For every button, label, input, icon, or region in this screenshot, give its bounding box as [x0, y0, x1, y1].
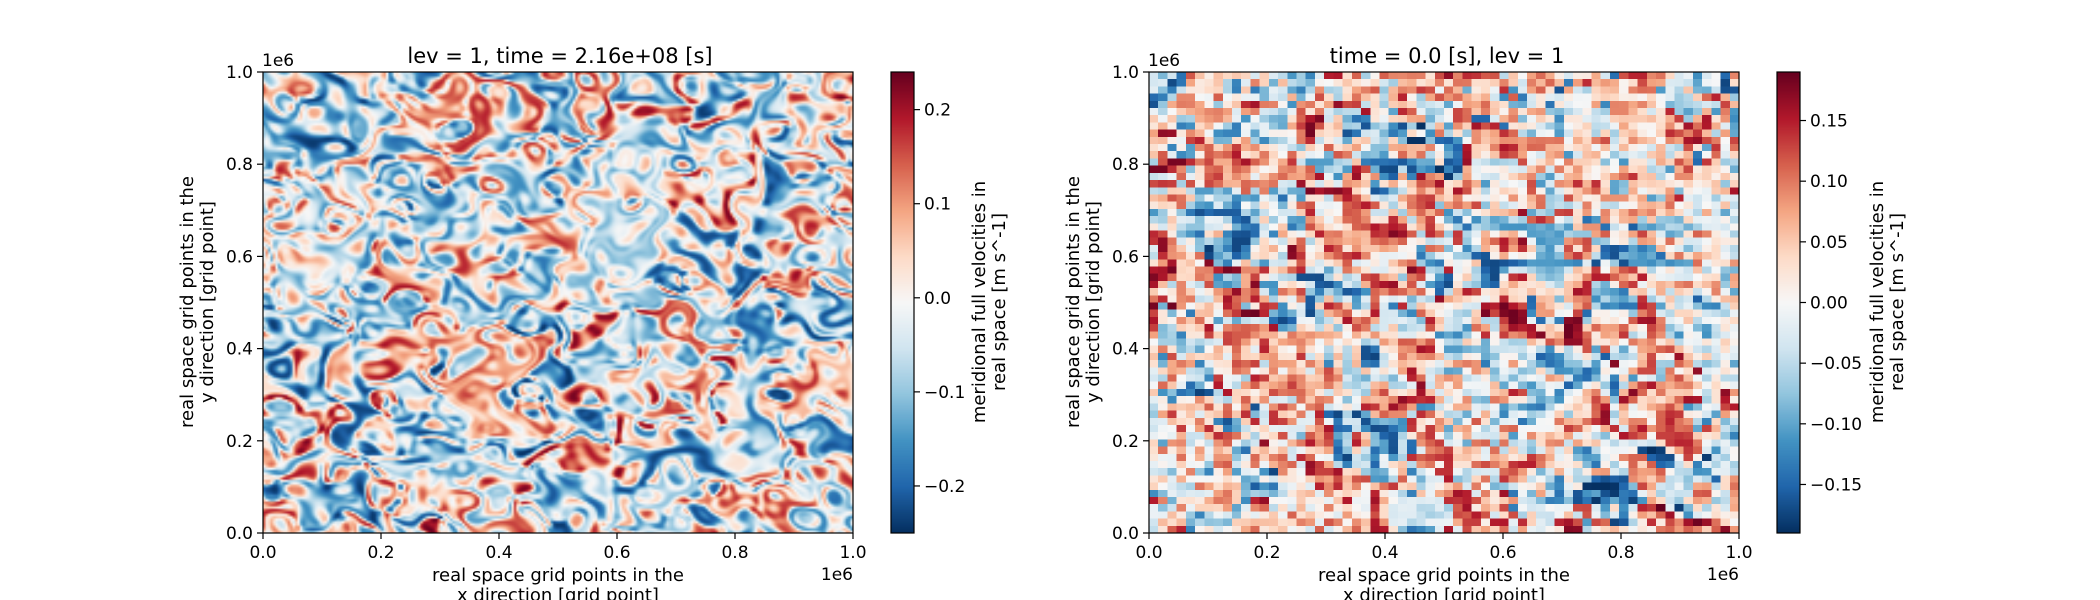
- right-colorbar-tick-label: 0.15: [1810, 112, 1848, 132]
- right-y-tick-label: 0.6: [1112, 247, 1139, 267]
- right-x-offset-label: 1e6: [1707, 565, 1739, 585]
- left-x-tick-label: 0.4: [485, 543, 512, 563]
- right-colorbar-tick-label: 0.05: [1810, 233, 1848, 253]
- left-colorbar-frame: [890, 71, 915, 534]
- left-y-axis: 0.0 0.2 0.4 0.6 0.8 1.0: [226, 63, 263, 544]
- right-y-tick-label: 0.4: [1112, 340, 1139, 360]
- left-y-axis-label-line2: y direction [grid point]: [197, 201, 218, 403]
- right-colorbar-image: [1777, 72, 1800, 533]
- right-colorbar-ticks: −0.15 −0.10 −0.05 0.00 0.05 0.10 0.15: [1800, 112, 1862, 495]
- left-colorbar-tick-label: 0.2: [924, 101, 951, 121]
- right-x-tick-label: 0.8: [1607, 543, 1634, 563]
- left-colorbar-image: [891, 72, 914, 533]
- left-y-tick-label: 0.2: [226, 432, 253, 452]
- left-plot-frame: [262, 71, 854, 534]
- right-y-axis: 0.0 0.2 0.4 0.6 0.8 1.0: [1112, 63, 1149, 544]
- left-heatmap: [263, 72, 853, 533]
- right-heatmap: [1149, 72, 1739, 533]
- left-x-tick-label: 0.8: [721, 543, 748, 563]
- right-colorbar: −0.15 −0.10 −0.05 0.00 0.05 0.10 0.15 meridion…: [1776, 71, 1908, 534]
- left-colorbar: −0.2 −0.1 0.0 0.1 0.2 meridional full veloci…: [890, 71, 1010, 534]
- right-colorbar-tick-label: 0.00: [1810, 294, 1848, 314]
- left-x-axis: 0.0 0.2 0.4 0.6 0.8 1.0: [249, 533, 867, 563]
- left-y-axis-label-line1: real space grid points in the: [177, 176, 198, 428]
- right-panel: time = 0.0 [s], lev = 1 1e6 0.0 0.2 0.4 0.6…: [1063, 44, 1908, 600]
- left-y-tick-label: 1.0: [226, 63, 253, 83]
- right-colorbar-label-line1: meridional full velocities in: [1867, 181, 1888, 423]
- left-y-offset-label: 1e6: [262, 51, 294, 71]
- left-x-offset-label: 1e6: [821, 565, 853, 585]
- right-x-axis-label-line2: x direction [grid point]: [1343, 585, 1545, 600]
- right-colorbar-tick-label: −0.15: [1810, 475, 1862, 495]
- right-plot-frame: [1148, 71, 1740, 534]
- right-colorbar-tick-label: 0.10: [1810, 172, 1848, 192]
- right-x-tick-label: 0.4: [1371, 543, 1398, 563]
- right-y-axis-label-line2: y direction [grid point]: [1083, 201, 1104, 403]
- right-y-axis-label-line1: real space grid points in the: [1063, 176, 1084, 428]
- left-colorbar-label-line1: meridional full velocities in: [969, 181, 990, 423]
- right-x-axis-label-line1: real space grid points in the: [1318, 565, 1570, 586]
- left-title: lev = 1, time = 2.16e+08 [s]: [407, 44, 712, 68]
- left-colorbar-tick-label: 0.0: [924, 289, 951, 309]
- left-colorbar-ticks: −0.2 −0.1 0.0 0.1 0.2: [914, 101, 965, 497]
- left-colorbar-tick-label: 0.1: [924, 195, 951, 215]
- left-colorbar-tick-label: −0.1: [924, 383, 965, 403]
- left-y-tick-label: 0.8: [226, 155, 253, 175]
- right-x-axis: 0.0 0.2 0.4 0.6 0.8 1.0: [1135, 533, 1753, 563]
- left-y-tick-label: 0.0: [226, 524, 253, 544]
- left-colorbar-label-line2: real space [m s^-1]: [989, 213, 1010, 391]
- left-x-axis-label-line1: real space grid points in the: [432, 565, 684, 586]
- right-x-tick-label: 0.0: [1135, 543, 1162, 563]
- right-title: time = 0.0 [s], lev = 1: [1330, 44, 1565, 68]
- left-x-tick-label: 1.0: [839, 543, 866, 563]
- right-y-tick-label: 0.0: [1112, 524, 1139, 544]
- right-colorbar-tick-label: −0.05: [1810, 354, 1862, 374]
- left-y-tick-label: 0.6: [226, 247, 253, 267]
- left-heatmap-image: [263, 72, 853, 533]
- left-panel: lev = 1, time = 2.16e+08 [s] 1e6 0.00.20…: [177, 44, 1010, 600]
- right-y-tick-label: 0.2: [1112, 432, 1139, 452]
- right-x-tick-label: 0.2: [1253, 543, 1280, 563]
- left-x-axis-label-line2: x direction [grid point]: [457, 585, 659, 600]
- left-colorbar-tick-label: −0.2: [924, 477, 965, 497]
- right-colorbar-label-line2: real space [m s^-1]: [1887, 213, 1908, 391]
- right-heatmap-image: [1149, 72, 1739, 533]
- left-x-tick-label: 0.6: [603, 543, 630, 563]
- right-y-tick-label: 1.0: [1112, 63, 1139, 83]
- left-x-tick-label: 0.0: [249, 543, 276, 563]
- right-colorbar-tick-label: −0.10: [1810, 415, 1862, 435]
- right-x-tick-label: 0.6: [1489, 543, 1516, 563]
- right-y-tick-label: 0.8: [1112, 155, 1139, 175]
- right-x-tick-label: 1.0: [1725, 543, 1752, 563]
- right-y-offset-label: 1e6: [1148, 51, 1180, 71]
- left-x-tick-label: 0.2: [367, 543, 394, 563]
- left-y-tick-label: 0.4: [226, 340, 253, 360]
